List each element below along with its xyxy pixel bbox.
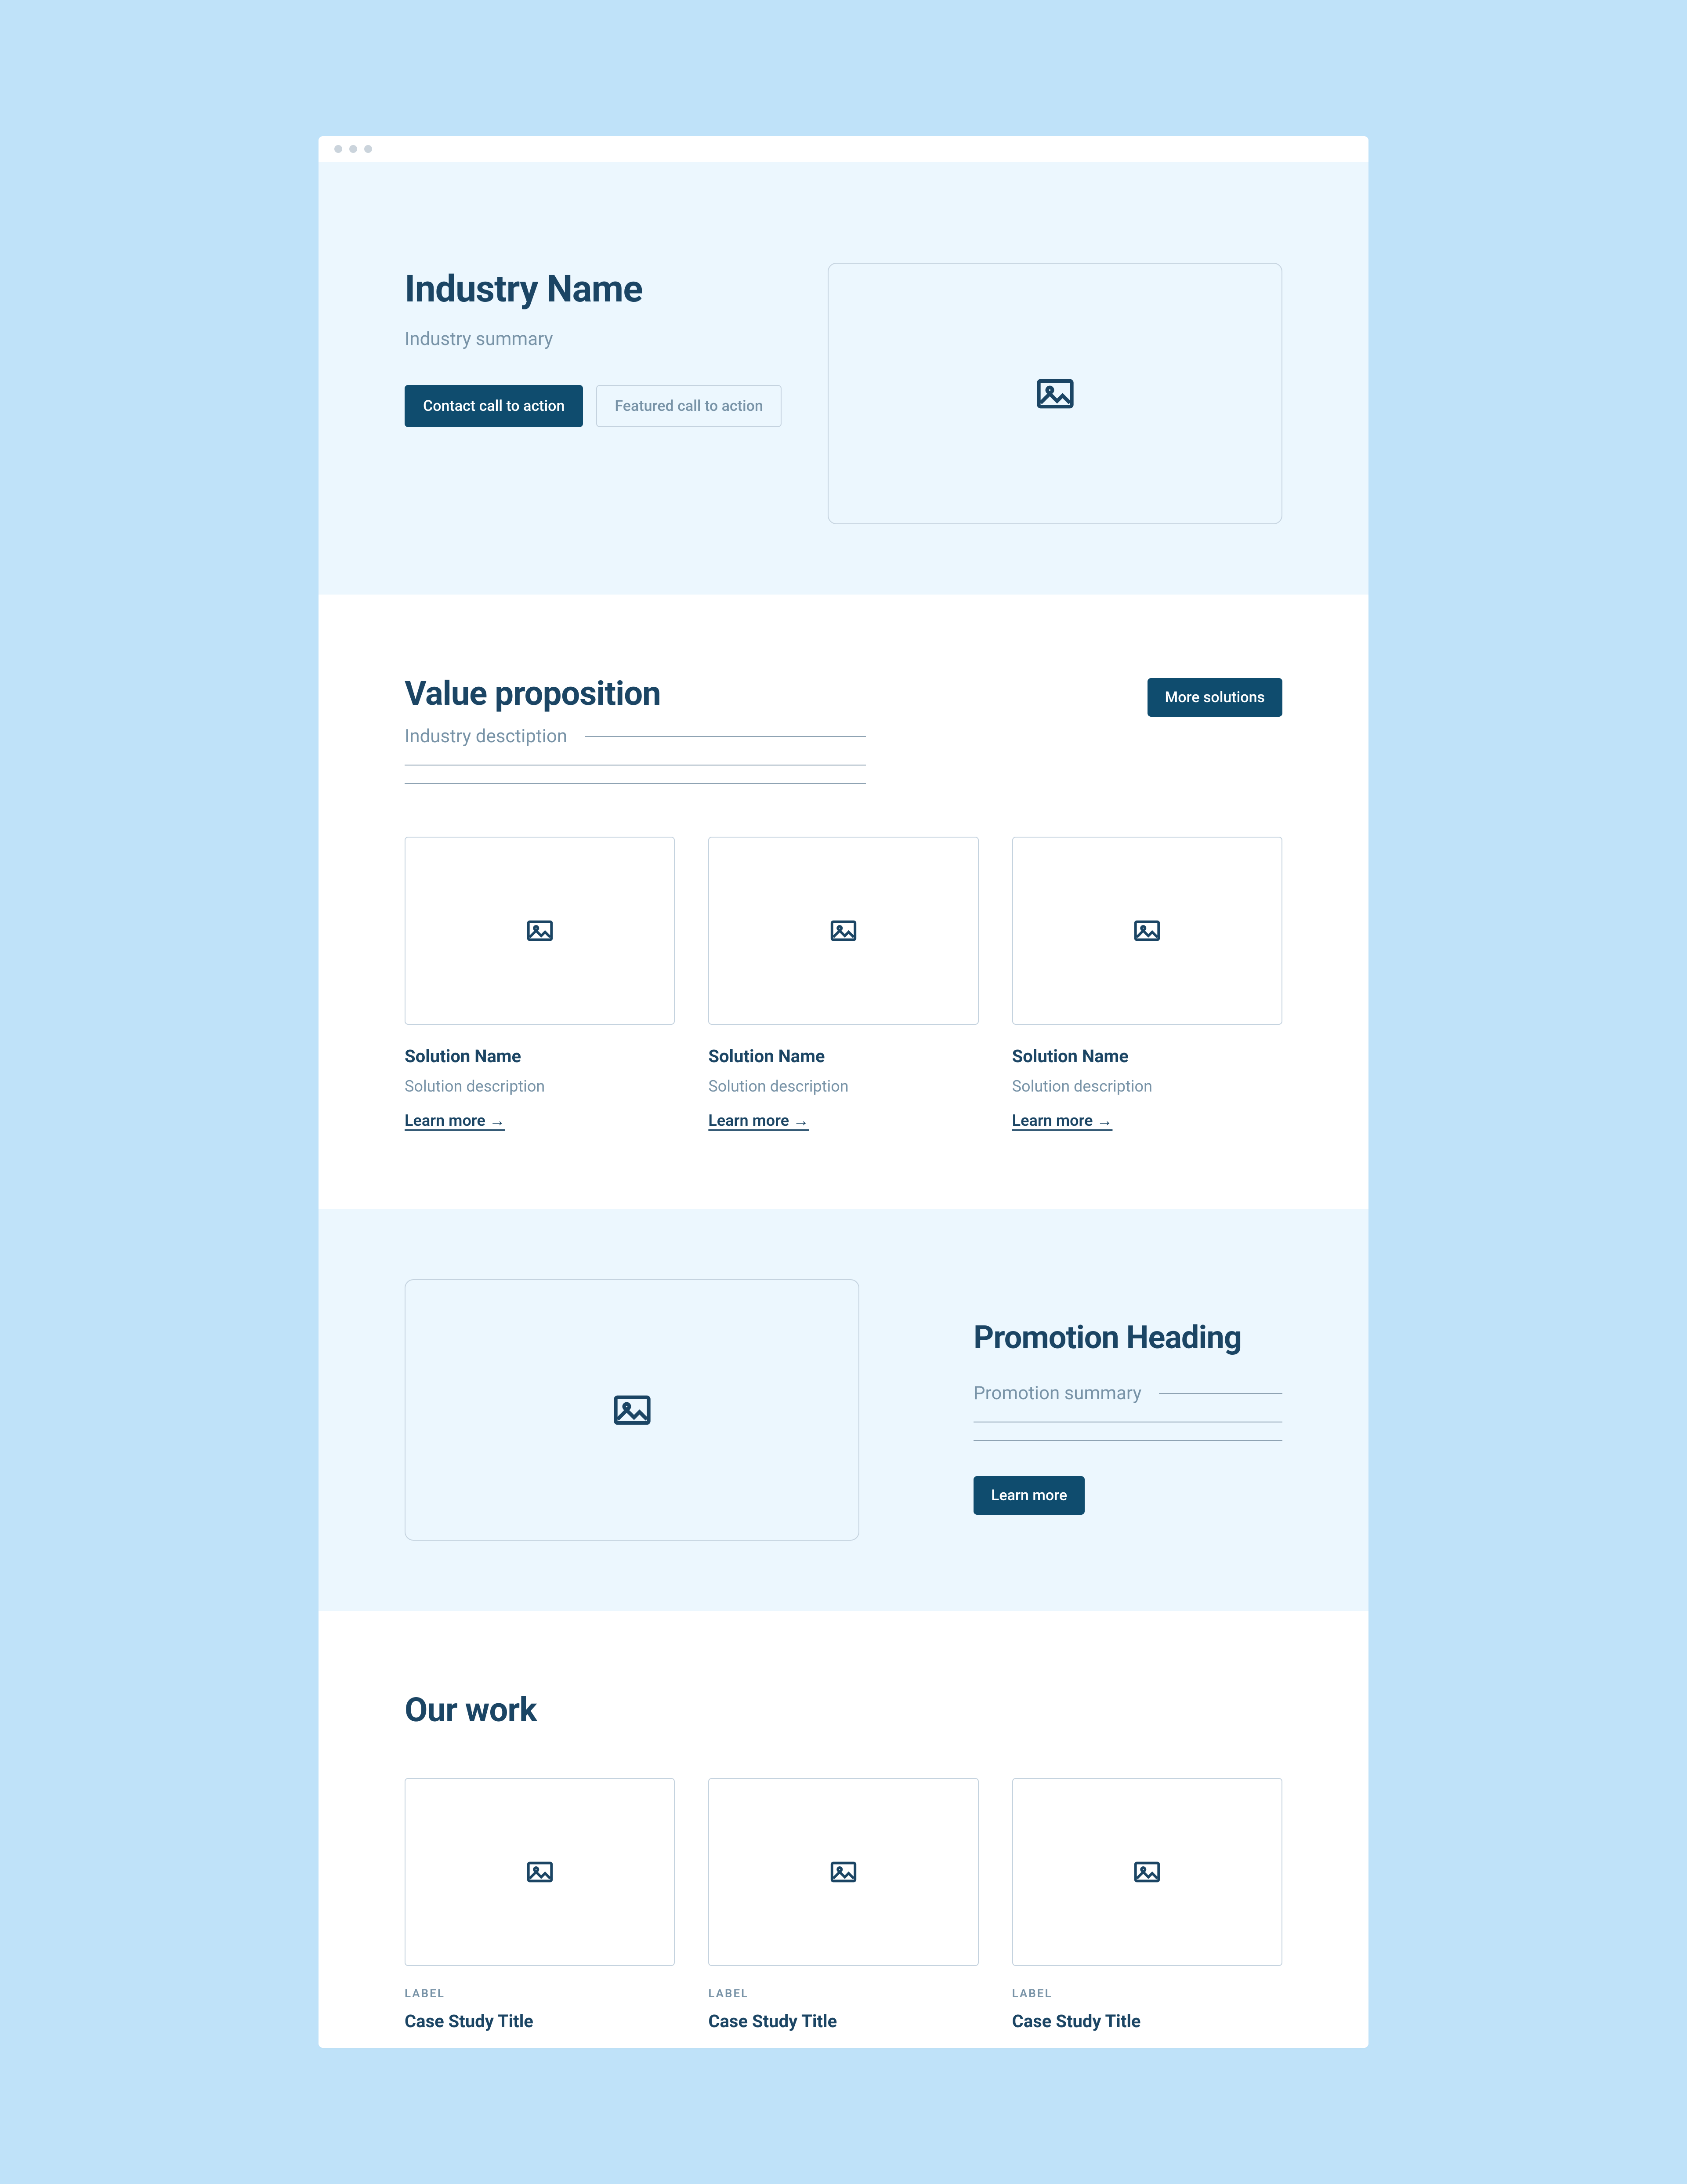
learn-more-link[interactable]: Learn more → [405, 1111, 505, 1130]
promotion-image-placeholder [405, 1279, 859, 1541]
solution-image-placeholder [405, 837, 675, 1025]
hero-buttons: Contact call to action Featured call to … [405, 385, 793, 427]
image-icon [1132, 915, 1162, 946]
contact-cta-button[interactable]: Contact call to action [405, 385, 583, 427]
solutions-grid: Solution Name Solution description Learn… [405, 837, 1282, 1130]
solution-name: Solution Name [405, 1046, 675, 1067]
browser-window: Industry Name Industry summary Contact c… [319, 136, 1368, 2048]
solution-image-placeholder [708, 837, 978, 1025]
window-chrome [319, 136, 1368, 162]
placeholder-line [405, 783, 866, 784]
window-dot-close[interactable] [334, 145, 342, 153]
placeholder-line [585, 736, 866, 737]
solution-image-placeholder [1012, 837, 1282, 1025]
value-prop-header: Value proposition More solutions [405, 674, 1282, 717]
work-grid: LABEL Case Study Title LABEL Case Study … [405, 1778, 1282, 2032]
image-icon [525, 915, 555, 946]
solution-card: Solution Name Solution description Learn… [708, 837, 978, 1130]
promotion-content: Promotion Heading Promotion summary Lear… [974, 1279, 1282, 1515]
case-study-image-placeholder [405, 1778, 675, 1966]
solution-description: Solution description [1012, 1077, 1282, 1096]
learn-more-link[interactable]: Learn more → [708, 1111, 809, 1130]
case-study-title: Case Study Title [1012, 2011, 1282, 2032]
solution-card: Solution Name Solution description Learn… [1012, 837, 1282, 1130]
promotion-learn-more-button[interactable]: Learn more [974, 1476, 1085, 1515]
case-study-image-placeholder [708, 1778, 978, 1966]
case-study-card[interactable]: LABEL Case Study Title [1012, 1778, 1282, 2032]
solution-description: Solution description [708, 1077, 978, 1096]
window-dot-minimize[interactable] [349, 145, 357, 153]
placeholder-line [974, 1440, 1282, 1441]
our-work-section: Our work LABEL Case Study Title LABEL Ca… [319, 1611, 1368, 2048]
image-icon [828, 915, 859, 946]
hero-image-placeholder [828, 263, 1282, 524]
case-study-label: LABEL [1012, 1987, 1282, 2000]
case-study-label: LABEL [405, 1987, 675, 2000]
more-solutions-button[interactable]: More solutions [1148, 678, 1282, 717]
featured-cta-button[interactable]: Featured call to action [596, 385, 781, 427]
value-prop-desc-text: Industry desctiption [405, 726, 567, 747]
image-icon [1033, 372, 1077, 416]
case-study-card[interactable]: LABEL Case Study Title [405, 1778, 675, 2032]
promotion-title: Promotion Heading [974, 1319, 1282, 1356]
case-study-label: LABEL [708, 1987, 978, 2000]
hero-summary: Industry summary [405, 328, 793, 350]
solution-card: Solution Name Solution description Learn… [405, 837, 675, 1130]
case-study-image-placeholder [1012, 1778, 1282, 1966]
value-prop-title: Value proposition [405, 674, 661, 713]
promotion-section: Promotion Heading Promotion summary Lear… [319, 1209, 1368, 1611]
window-dot-maximize[interactable] [364, 145, 372, 153]
learn-more-link[interactable]: Learn more → [1012, 1111, 1113, 1130]
image-icon [828, 1857, 859, 1887]
hero-section: Industry Name Industry summary Contact c… [319, 162, 1368, 595]
solution-name: Solution Name [1012, 1046, 1282, 1067]
image-icon [525, 1857, 555, 1887]
case-study-card[interactable]: LABEL Case Study Title [708, 1778, 978, 2032]
case-study-title: Case Study Title [708, 2011, 978, 2032]
solution-description: Solution description [405, 1077, 675, 1096]
hero-content: Industry Name Industry summary Contact c… [405, 263, 793, 427]
case-study-title: Case Study Title [405, 2011, 675, 2032]
value-prop-description: Industry desctiption [405, 726, 866, 784]
our-work-title: Our work [405, 1690, 1282, 1730]
promotion-summary: Promotion summary [974, 1382, 1282, 1441]
placeholder-line [1159, 1393, 1282, 1394]
image-icon [610, 1388, 654, 1432]
hero-title: Industry Name [405, 267, 793, 311]
solution-name: Solution Name [708, 1046, 978, 1067]
image-icon [1132, 1857, 1162, 1887]
value-prop-section: Value proposition More solutions Industr… [319, 595, 1368, 1209]
promotion-summary-text: Promotion summary [974, 1382, 1141, 1404]
